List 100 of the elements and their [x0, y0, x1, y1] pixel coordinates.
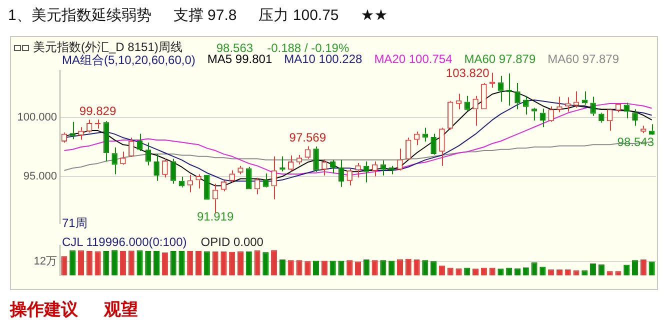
bar [187, 250, 194, 276]
bar [648, 262, 655, 276]
bar [271, 250, 278, 276]
candlestick [128, 137, 134, 156]
candlestick [178, 176, 185, 188]
candlestick [136, 133, 143, 152]
annotation: 103.820 [446, 66, 490, 80]
bar [229, 252, 236, 276]
text: 支撑 97.8 [173, 6, 237, 25]
candlestick [246, 166, 252, 190]
bar [279, 259, 286, 276]
bar [145, 250, 152, 276]
bar [212, 252, 218, 276]
bar [388, 260, 395, 276]
bar [86, 250, 92, 276]
bar [94, 251, 101, 276]
bar [103, 250, 110, 276]
chart-subtitle: 美元指数(外汇_D 8151)周线 [33, 39, 182, 54]
y-tick-label: 95.000 [23, 170, 57, 182]
bar [70, 250, 76, 276]
annotation: OPID 0.000 [200, 235, 264, 249]
bar [372, 260, 378, 276]
text: ★★ [360, 6, 388, 25]
y-tick-label: 100.000 [17, 112, 57, 124]
candlestick [582, 90, 588, 106]
bar [632, 260, 638, 276]
candlestick [422, 127, 428, 142]
text: 操作建议 [10, 299, 78, 321]
candlestick [406, 137, 412, 160]
text: MA60 97.879 [548, 52, 620, 68]
bar [598, 264, 604, 276]
candlestick [523, 95, 529, 116]
text: MA组合(5,10,20,60,60,0) [62, 53, 196, 69]
bar [262, 252, 269, 276]
candlestick [162, 158, 168, 178]
bar [330, 260, 336, 276]
text: 压力 100.75 [258, 6, 339, 25]
bar [640, 259, 646, 276]
candlestick [103, 120, 110, 162]
legend-label: MA60 97.879 [464, 52, 536, 66]
bar [195, 250, 202, 276]
candlestick [388, 165, 394, 175]
candlestick [439, 127, 445, 166]
bar [430, 261, 437, 276]
bar [120, 250, 126, 276]
text: 98.563 [216, 40, 254, 54]
bar [170, 250, 176, 276]
candlestick [78, 126, 84, 140]
candlestick [364, 160, 370, 183]
bar [338, 260, 344, 276]
bar [178, 250, 185, 276]
bar [363, 259, 370, 276]
bar [405, 258, 412, 276]
candlestick [556, 96, 562, 113]
bar [346, 260, 353, 276]
annotation: 91.919 [196, 210, 234, 224]
candlestick [606, 109, 613, 132]
bar [254, 250, 260, 276]
candlestick [640, 125, 646, 134]
bar [204, 251, 210, 276]
bar [531, 262, 538, 276]
candlestick [170, 158, 176, 184]
candlestick [456, 93, 462, 110]
bar [296, 260, 302, 276]
text: -0.188 / -0.19% [267, 40, 350, 54]
y-tick-label: 12万 [34, 256, 57, 268]
candlestick [338, 159, 344, 188]
candlestick [397, 148, 403, 171]
bar [136, 250, 143, 276]
candlestick [464, 95, 470, 112]
bar [396, 259, 403, 276]
bar [422, 260, 428, 276]
candlestick [212, 183, 218, 214]
bar [237, 251, 244, 276]
candlestick [254, 177, 260, 195]
bar [321, 260, 328, 276]
bar [128, 250, 134, 276]
bar [112, 250, 118, 276]
text: MA10 100.228 [284, 52, 362, 68]
bar [313, 260, 320, 276]
candlestick [346, 168, 352, 186]
candlestick [531, 107, 538, 122]
annotation: 97.569 [289, 130, 326, 144]
chart-title: 1、美元指数延续弱势 [8, 6, 152, 25]
bar [414, 259, 420, 276]
candlestick [430, 133, 436, 154]
bar [354, 262, 362, 276]
candlestick [296, 154, 302, 165]
candlestick [145, 142, 151, 166]
bar [78, 250, 84, 276]
candlestick [481, 82, 487, 110]
bar [246, 252, 252, 276]
candlestick [154, 154, 160, 182]
bar [154, 250, 160, 276]
candlestick [196, 174, 202, 189]
candlestick [590, 96, 596, 116]
candlestick [112, 146, 118, 175]
bar [590, 263, 596, 276]
text: MA5 99.801 [207, 52, 272, 68]
bar [380, 260, 386, 276]
